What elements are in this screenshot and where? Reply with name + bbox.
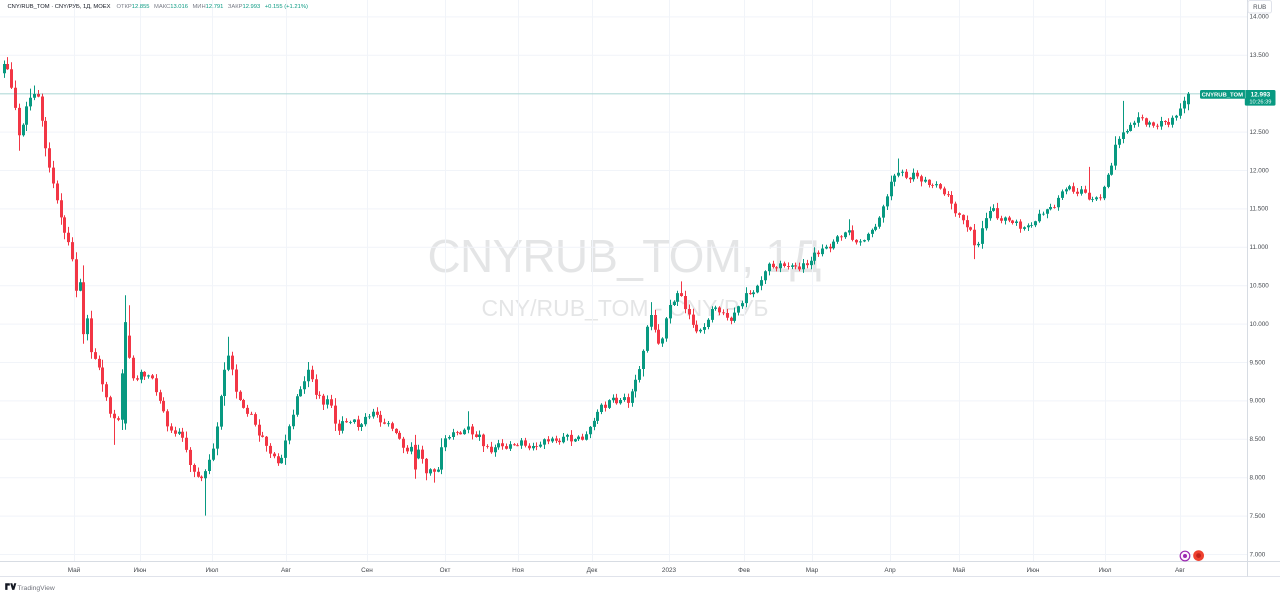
- svg-text:2023: 2023: [662, 567, 677, 574]
- svg-text:9.000: 9.000: [1250, 398, 1266, 405]
- svg-text:Окт: Окт: [440, 567, 451, 574]
- svg-text:Сен: Сен: [361, 567, 373, 574]
- svg-text:Май: Май: [953, 566, 966, 574]
- svg-text:CNYRUB_TOM, 1Д: CNYRUB_TOM, 1Д: [428, 230, 822, 282]
- svg-text:Апр: Апр: [884, 567, 896, 574]
- svg-text:12.500: 12.500: [1250, 129, 1270, 136]
- svg-text:13.500: 13.500: [1250, 52, 1270, 59]
- svg-text:Мар: Мар: [806, 567, 819, 574]
- svg-text:7.000: 7.000: [1250, 551, 1266, 558]
- svg-text:10:26:39: 10:26:39: [1249, 99, 1271, 105]
- svg-text:CNY/RUB_TOM · CNY/РУБ, 1Д, MOE: CNY/RUB_TOM · CNY/РУБ, 1Д, MOEX ОТКР12.85…: [8, 4, 308, 10]
- svg-text:8.500: 8.500: [1250, 436, 1266, 443]
- svg-text:CNYRUB_TOM: CNYRUB_TOM: [1202, 92, 1244, 98]
- svg-text:11.000: 11.000: [1250, 244, 1269, 251]
- svg-text:12.000: 12.000: [1250, 167, 1270, 174]
- svg-text:11.500: 11.500: [1250, 206, 1269, 213]
- svg-text:Июл: Июл: [206, 567, 219, 574]
- svg-text:Фев: Фев: [738, 567, 750, 574]
- svg-text:14.000: 14.000: [1250, 14, 1270, 21]
- svg-text:Июн: Июн: [1027, 567, 1040, 574]
- svg-text:TradingView: TradingView: [17, 585, 54, 592]
- svg-text:Май: Май: [68, 566, 81, 574]
- svg-text:Июн: Июн: [134, 567, 147, 574]
- svg-text:RUB: RUB: [1253, 4, 1266, 11]
- svg-text:Авг: Авг: [281, 567, 292, 574]
- svg-text:8.000: 8.000: [1250, 475, 1266, 482]
- svg-text:Авг: Авг: [1175, 567, 1186, 574]
- svg-text:7.500: 7.500: [1250, 513, 1266, 520]
- svg-text:Июл: Июл: [1099, 567, 1112, 574]
- svg-text:CNY/RUB_TOM - CNY/РУБ: CNY/RUB_TOM - CNY/РУБ: [482, 295, 769, 321]
- svg-text:Дек: Дек: [587, 567, 598, 574]
- svg-text:12.993: 12.993: [1251, 91, 1271, 98]
- svg-text:Ноя: Ноя: [512, 567, 524, 574]
- svg-text:10.500: 10.500: [1250, 283, 1270, 290]
- svg-text:9.500: 9.500: [1250, 359, 1266, 366]
- svg-text:10.000: 10.000: [1250, 321, 1270, 328]
